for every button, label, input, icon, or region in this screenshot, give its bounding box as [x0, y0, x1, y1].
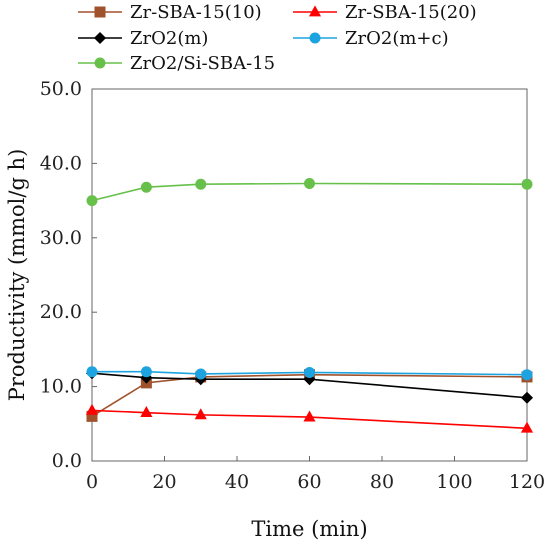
x-tick-label: 0 — [86, 471, 98, 493]
legend-label: ZrO2(m) — [130, 28, 208, 49]
data-point — [195, 368, 207, 380]
y-tick-label: 20.0 — [40, 301, 82, 323]
data-point — [86, 410, 98, 422]
legend-label: ZrO2/Si-SBA-15 — [130, 53, 275, 74]
data-point — [86, 195, 98, 207]
data-point — [140, 406, 153, 418]
legend-item: Zr-SBA-15(20) — [293, 2, 477, 23]
y-axis: 0.0 10.0 20.0 30.0 40.0 50.0 — [40, 78, 97, 472]
series-1 — [85, 403, 534, 433]
legend-label: Zr-SBA-15(10) — [130, 2, 262, 23]
data-point — [195, 178, 207, 190]
data-point — [520, 421, 534, 433]
data-point — [140, 181, 152, 193]
chart-legend: Zr-SBA-15(10) Zr-SBA-15(20) ZrO2(m) ZrO2(m+… — [78, 2, 477, 74]
legend-marker — [93, 31, 107, 45]
legend-label: Zr-SBA-15(20) — [345, 2, 477, 23]
x-tick-label: 80 — [370, 471, 394, 493]
x-axis: 0 20 40 60 80 100 120 — [86, 456, 545, 493]
x-tick-label: 100 — [436, 471, 472, 493]
y-tick-label: 40.0 — [40, 152, 82, 174]
x-tick-label: 20 — [152, 471, 176, 493]
x-axis-title: Time (min) — [251, 517, 367, 541]
plot-area — [91, 88, 528, 462]
legend-item: ZrO2/Si-SBA-15 — [78, 53, 275, 74]
data-point — [304, 366, 315, 378]
data-point — [303, 410, 316, 422]
y-tick-label: 50.0 — [40, 78, 82, 100]
legend-item: ZrO2(m) — [78, 28, 208, 49]
y-tick-label: 30.0 — [40, 227, 82, 249]
data-point — [140, 366, 152, 378]
data-point — [304, 177, 315, 189]
legend-marker — [309, 32, 321, 44]
data-point — [521, 369, 533, 381]
y-tick-label: 10.0 — [40, 376, 82, 398]
series-3 — [86, 366, 533, 381]
data-point — [521, 178, 533, 190]
data-point — [520, 391, 534, 404]
data-point — [86, 366, 98, 378]
legend-marker — [308, 5, 322, 17]
data-point — [194, 408, 207, 420]
series-layer — [85, 177, 534, 433]
x-tick-label: 60 — [297, 471, 321, 493]
y-axis-title: Productivity (mmol/g h) — [5, 149, 29, 402]
series-4 — [86, 177, 533, 207]
legend-label: ZrO2(m+c) — [345, 28, 449, 49]
x-tick-label: 40 — [225, 471, 249, 493]
legend-item: Zr-SBA-15(10) — [78, 2, 262, 23]
x-tick-label: 120 — [509, 471, 545, 493]
legend-marker — [94, 6, 106, 18]
data-point — [303, 373, 316, 386]
data-point — [85, 403, 99, 415]
y-tick-label: 0.0 — [52, 450, 82, 472]
legend-item: ZrO2(m+c) — [293, 28, 449, 49]
legend-marker — [94, 57, 106, 69]
